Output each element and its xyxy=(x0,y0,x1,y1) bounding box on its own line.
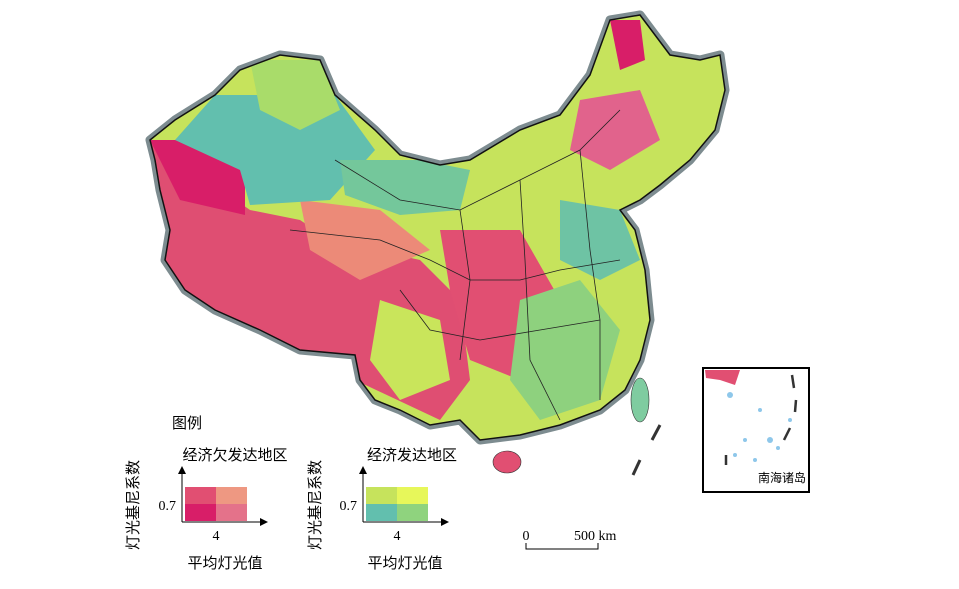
legend-y-tick: 0.7 xyxy=(340,499,358,514)
legend-swatch xyxy=(366,487,397,504)
legend-x-tick: 4 xyxy=(213,529,220,544)
scale-bar xyxy=(525,543,599,550)
inset-frame xyxy=(702,367,810,493)
legend-x-label: 平均灯光值 xyxy=(367,555,442,572)
province-borders xyxy=(289,109,621,421)
scale-start: 0 xyxy=(523,529,530,544)
country-outline xyxy=(149,14,726,441)
legend-panel: 经济发达地区 0.7 4 平均灯光值 灯光基尼系数 xyxy=(307,447,457,572)
legend-y-label: 灯光基尼系数 xyxy=(307,460,324,550)
legend-swatch xyxy=(216,487,247,504)
legend-title: 图例 xyxy=(172,415,202,432)
region xyxy=(370,300,450,400)
legend-arrow xyxy=(359,466,367,474)
legend-swatch xyxy=(185,504,216,521)
legend-x-tick: 4 xyxy=(394,529,401,544)
region xyxy=(570,90,660,170)
inset-land xyxy=(705,370,740,385)
inset-islands xyxy=(727,392,792,462)
inset-dashes xyxy=(724,374,798,465)
region xyxy=(175,95,375,205)
scale-end: 500 km xyxy=(574,529,617,544)
legend-x-label: 平均灯光值 xyxy=(187,555,262,572)
hainan xyxy=(492,450,522,474)
legend-y-tick: 0.7 xyxy=(159,499,177,514)
taiwan xyxy=(630,377,650,423)
legend-panel: 经济欠发达地区 0.7 4 平均灯光值 灯光基尼系数 xyxy=(125,447,288,572)
legend-panel-title: 经济发达地区 xyxy=(367,447,457,464)
legend-arrow xyxy=(441,518,449,526)
dashed-boundary xyxy=(631,424,662,476)
legend-y-label: 灯光基尼系数 xyxy=(125,460,142,550)
region xyxy=(340,160,470,215)
region xyxy=(300,200,430,280)
legend-arrow xyxy=(260,518,268,526)
legend-swatch xyxy=(397,504,428,521)
legend-swatch xyxy=(216,504,247,521)
legend-swatch xyxy=(366,504,397,521)
region xyxy=(250,60,340,130)
legend-swatch xyxy=(185,487,216,504)
region xyxy=(510,280,620,420)
legend-arrow xyxy=(178,466,186,474)
legend-panel-title: 经济欠发达地区 xyxy=(182,447,287,464)
legend-swatch xyxy=(397,487,428,504)
inset-label: 南海诸岛 xyxy=(758,470,806,485)
region xyxy=(610,20,645,70)
